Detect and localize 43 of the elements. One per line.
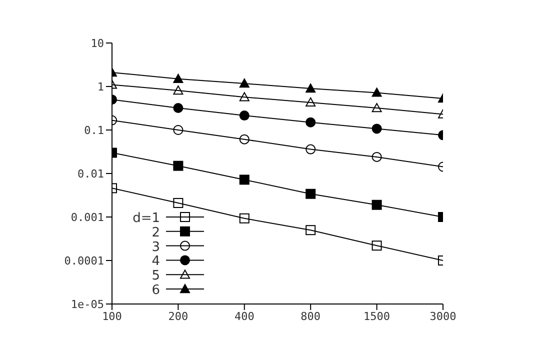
x-tick-label: 400 [234,310,254,323]
point [173,103,184,114]
point [239,174,250,185]
point [306,117,316,128]
legend-label: 6 [152,283,160,298]
point [173,125,184,135]
legend-label: 4 [152,254,160,270]
point [372,200,382,210]
x-tick-label: 200 [168,310,188,323]
point [372,88,382,97]
point [239,110,250,121]
point [173,74,184,83]
legend-label: 5 [152,268,160,284]
y-tick-label: 10 [90,36,104,50]
x-tick-label: 3000 [430,310,456,323]
point [306,83,316,93]
legend-label: 2 [152,225,160,240]
y-tick-label: 0.001 [70,210,104,224]
point [306,225,316,236]
point [306,97,316,107]
point [306,188,316,199]
x-tick-label: 1500 [364,310,390,323]
point [372,124,382,134]
point [372,240,382,251]
point [239,213,250,224]
point [173,160,184,171]
y-tick-label: 1e-05 [70,298,104,311]
point [239,134,250,144]
y-tick-label: 0.1 [84,124,104,137]
point [372,103,382,112]
y-tick-label: 0.0001 [64,254,104,268]
legend-label: d=1 [132,211,160,226]
point [239,78,250,88]
point [173,85,184,95]
point [173,198,184,208]
x-tick-label: 800 [300,310,321,323]
y-tick-label: 0.01 [78,167,104,180]
y-tick-label: 1 [97,80,104,94]
point [372,152,382,162]
x-tick-label: 100 [102,310,122,323]
point [239,92,250,102]
point [306,144,316,154]
legend-label: 3 [152,240,160,255]
